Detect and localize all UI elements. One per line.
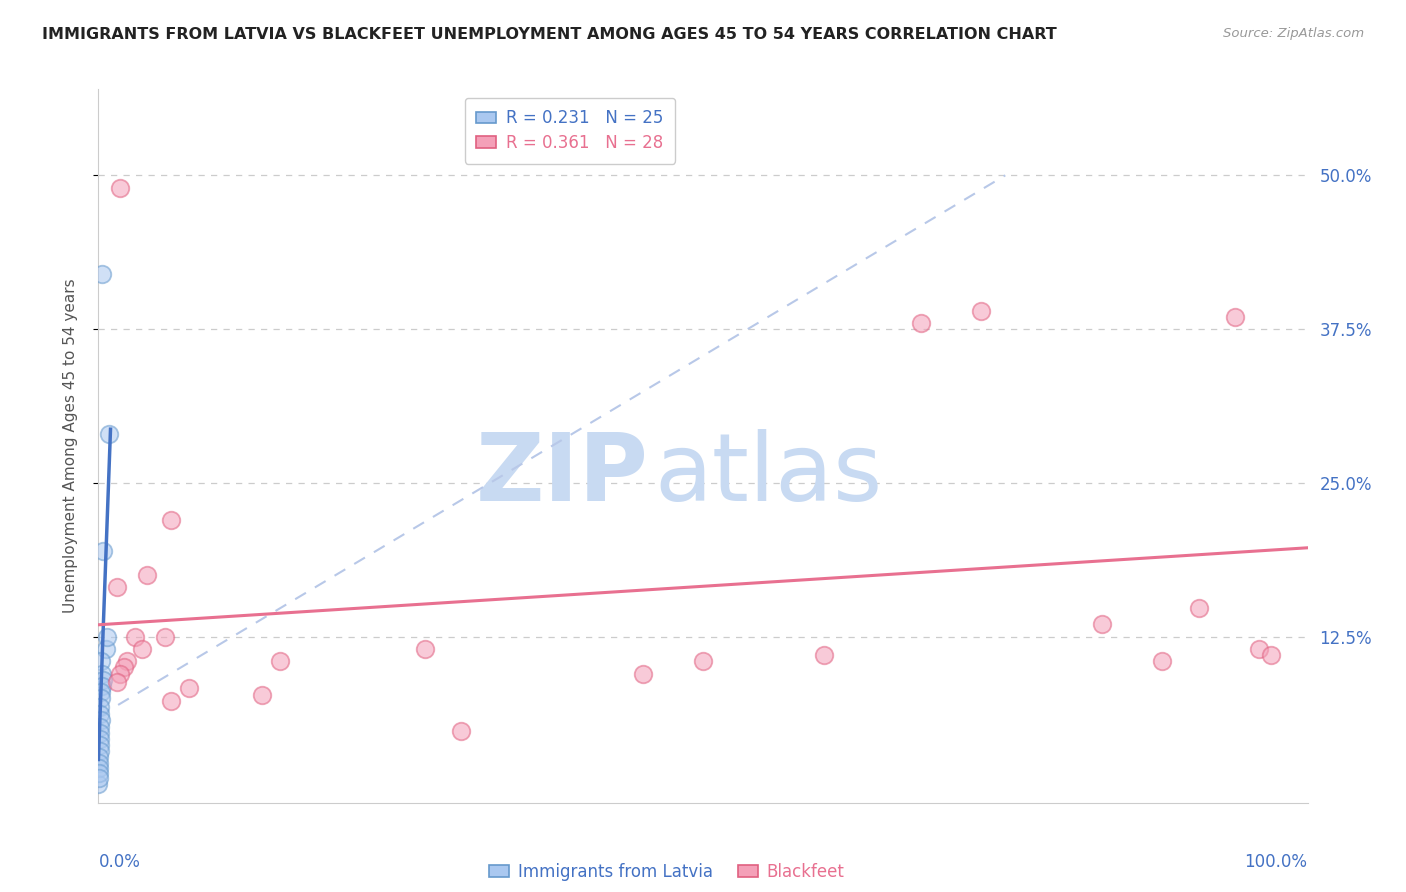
Point [90, 691, 112, 706]
Point [117, 654, 139, 668]
Point [631, 666, 654, 681]
Point [98, 426, 121, 441]
Point [91, 267, 114, 281]
Point [89, 725, 111, 739]
Point [91, 666, 114, 681]
Point [910, 316, 932, 330]
Point [1188, 601, 1211, 615]
Text: ZIP: ZIP [475, 428, 648, 521]
Point [91, 543, 114, 558]
Point [89, 744, 111, 758]
Point [90, 685, 112, 699]
Point [108, 180, 131, 194]
Point [89, 707, 111, 722]
Point [450, 724, 472, 739]
Point [94, 642, 117, 657]
Point [89, 699, 111, 714]
Point [91, 679, 114, 693]
Point [108, 666, 131, 681]
Point [135, 568, 157, 582]
Point [131, 642, 153, 657]
Y-axis label: Unemployment Among Ages 45 to 54 years: Unemployment Among Ages 45 to 54 years [63, 278, 77, 614]
Point [1091, 617, 1114, 632]
Point [269, 654, 291, 668]
Point [96, 630, 118, 644]
Point [87, 766, 110, 780]
Point [89, 738, 111, 752]
Point [105, 581, 128, 595]
Text: IMMIGRANTS FROM LATVIA VS BLACKFEET UNEMPLOYMENT AMONG AGES 45 TO 54 YEARS CORRE: IMMIGRANTS FROM LATVIA VS BLACKFEET UNEM… [42, 27, 1057, 42]
Point [1249, 642, 1271, 657]
Text: Source: ZipAtlas.com: Source: ZipAtlas.com [1223, 27, 1364, 40]
Point [160, 513, 183, 527]
Legend: Immigrants from Latvia, Blackfeet: Immigrants from Latvia, Blackfeet [482, 856, 851, 888]
Text: 0.0%: 0.0% [98, 853, 141, 871]
Point [124, 630, 146, 644]
Point [112, 660, 135, 674]
Text: 100.0%: 100.0% [1244, 853, 1308, 871]
Point [153, 630, 176, 644]
Point [105, 675, 128, 690]
Point [179, 681, 201, 696]
Point [89, 731, 111, 746]
Point [87, 777, 110, 791]
Point [1152, 654, 1174, 668]
Point [87, 761, 110, 775]
Point [90, 714, 112, 728]
Point [160, 694, 183, 708]
Point [91, 673, 114, 687]
Point [692, 654, 714, 668]
Point [970, 303, 993, 318]
Point [89, 750, 111, 764]
Point [1223, 310, 1246, 324]
Point [813, 648, 835, 662]
Point [87, 771, 110, 785]
Text: atlas: atlas [655, 428, 883, 521]
Point [413, 642, 436, 657]
Point [89, 719, 111, 733]
Point [90, 654, 112, 668]
Point [1260, 648, 1282, 662]
Point [87, 756, 110, 771]
Point [250, 688, 273, 702]
